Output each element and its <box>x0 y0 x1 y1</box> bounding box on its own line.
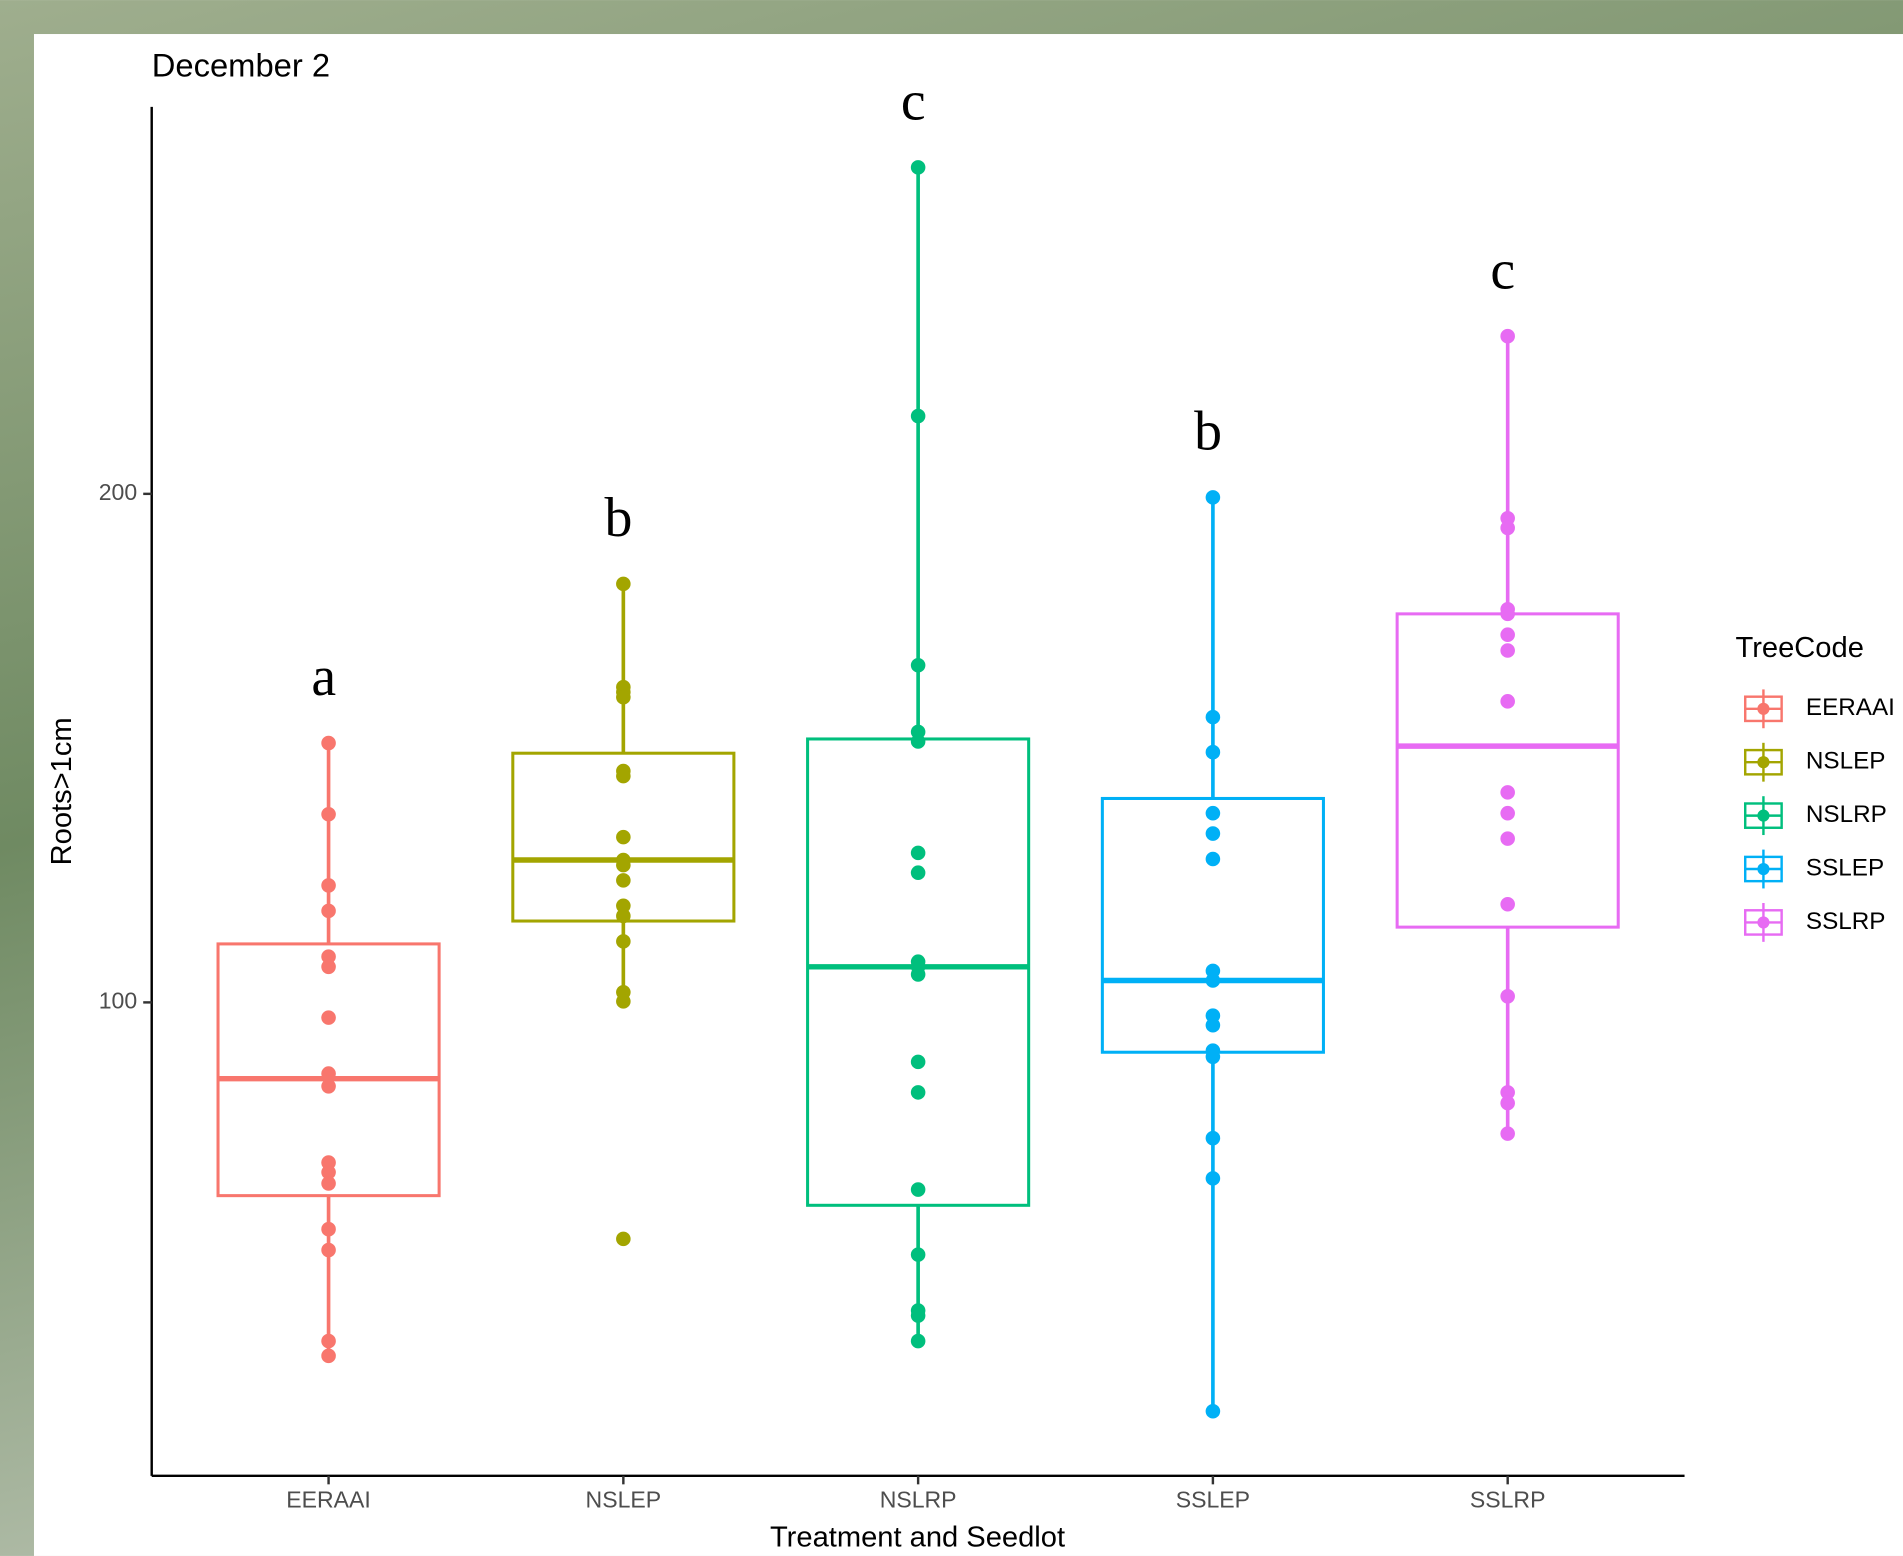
point <box>616 577 631 592</box>
legend-title: TreeCode <box>1736 632 1864 664</box>
legend-key-point <box>1757 916 1769 928</box>
point <box>1206 826 1221 841</box>
point <box>911 967 926 982</box>
point <box>616 769 631 784</box>
point <box>911 1247 926 1262</box>
point <box>321 807 336 822</box>
point <box>616 858 631 873</box>
y-tick-label: 100 <box>99 987 137 1013</box>
point <box>321 1010 336 1025</box>
point <box>1500 607 1515 622</box>
point <box>616 1232 631 1247</box>
point <box>616 690 631 705</box>
point <box>1500 329 1515 344</box>
point <box>321 1349 336 1364</box>
point <box>616 994 631 1009</box>
significance-letter: b <box>1194 401 1222 463</box>
point <box>911 1085 926 1100</box>
x-tick-label: SSLRP <box>1470 1486 1546 1512</box>
point <box>321 904 336 919</box>
significance-letter: b <box>605 487 633 549</box>
point <box>911 1182 926 1197</box>
box <box>1397 614 1618 927</box>
legend-key-point <box>1757 863 1769 875</box>
point <box>321 1334 336 1349</box>
legend-label: EERAAI <box>1806 694 1895 721</box>
point <box>911 1055 926 1070</box>
y-tick-label: 200 <box>99 479 137 505</box>
point <box>911 734 926 749</box>
point <box>616 934 631 949</box>
point <box>911 658 926 673</box>
x-tick-label: SSLEP <box>1176 1486 1250 1512</box>
point <box>321 1176 336 1191</box>
point <box>1206 1050 1221 1065</box>
legend-label: NSLEP <box>1806 748 1886 775</box>
y-axis-label: Roots>1cm <box>46 717 78 865</box>
point <box>1500 1126 1515 1141</box>
x-axis-label: Treatment and Seedlot <box>770 1522 1065 1554</box>
point <box>321 878 336 893</box>
point <box>1500 806 1515 821</box>
point <box>1500 785 1515 800</box>
page: December 2 Treatment and Seedlot Roots>1… <box>0 0 1903 1556</box>
point <box>911 160 926 175</box>
point <box>911 409 926 424</box>
legend-key-point <box>1757 756 1769 768</box>
point <box>1500 989 1515 1004</box>
legend-key-point <box>1757 703 1769 715</box>
point <box>1206 710 1221 725</box>
point <box>321 1066 336 1081</box>
legend-key-point <box>1757 810 1769 822</box>
point <box>321 1222 336 1237</box>
point <box>1206 745 1221 760</box>
point <box>911 865 926 880</box>
legend-label: SSLRP <box>1806 908 1886 935</box>
point <box>911 1308 926 1323</box>
point <box>1206 1171 1221 1186</box>
point <box>321 1079 336 1094</box>
point <box>1500 1096 1515 1111</box>
point <box>1500 521 1515 536</box>
point <box>911 846 926 861</box>
legend-label: NSLRP <box>1806 801 1887 828</box>
significance-letter: c <box>1490 239 1515 301</box>
point <box>1206 1131 1221 1146</box>
x-tick-label: NSLRP <box>880 1486 957 1512</box>
point <box>1206 973 1221 988</box>
chart-title: December 2 <box>152 47 330 84</box>
point <box>1206 1018 1221 1033</box>
point <box>1206 852 1221 867</box>
significance-letter: a <box>311 646 336 708</box>
point <box>1206 490 1221 505</box>
point <box>321 1243 336 1258</box>
point <box>1500 694 1515 709</box>
point <box>321 736 336 751</box>
point <box>616 830 631 845</box>
significance-letter: c <box>901 70 926 132</box>
point <box>1500 897 1515 912</box>
chart: December 2 Treatment and Seedlot Roots>1… <box>0 0 1903 1556</box>
point <box>1500 643 1515 658</box>
point <box>1500 627 1515 642</box>
legend-label: SSLEP <box>1806 854 1884 881</box>
x-tick-label: NSLEP <box>586 1486 662 1512</box>
point <box>616 873 631 888</box>
point <box>1206 806 1221 821</box>
point <box>911 1334 926 1349</box>
point <box>1500 831 1515 846</box>
x-tick-label: EERAAI <box>286 1486 371 1512</box>
point <box>1206 1404 1221 1419</box>
point <box>616 909 631 924</box>
point <box>321 960 336 975</box>
